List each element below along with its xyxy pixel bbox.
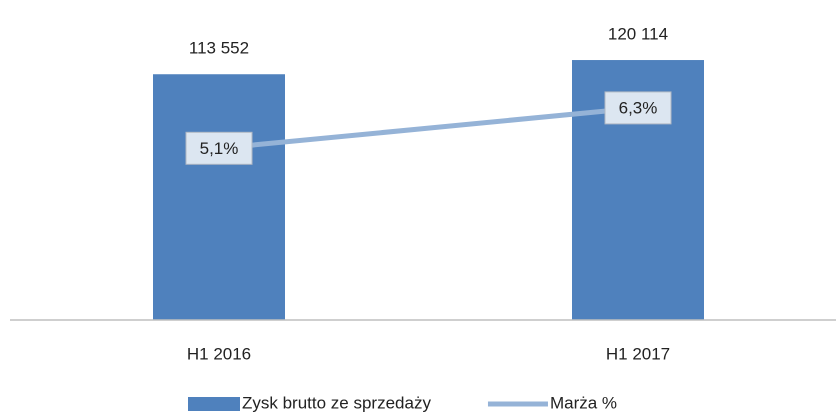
legend-label: Zysk brutto ze sprzedaży [242, 393, 431, 412]
legend-swatch [188, 397, 240, 411]
line [218, 105, 639, 151]
data-label: 120 114 [608, 25, 668, 44]
data-label: 6,3% [619, 98, 658, 117]
x-tick-label: H1 2017 [606, 344, 670, 363]
x-tick-label: H1 2016 [187, 344, 251, 363]
data-label-box [604, 91, 672, 125]
data-label: 113 552 [189, 39, 249, 58]
bar [153, 74, 285, 320]
data-label-box [185, 131, 253, 165]
legend-label: Marża % [550, 393, 617, 412]
data-label: 5,1% [200, 139, 239, 158]
